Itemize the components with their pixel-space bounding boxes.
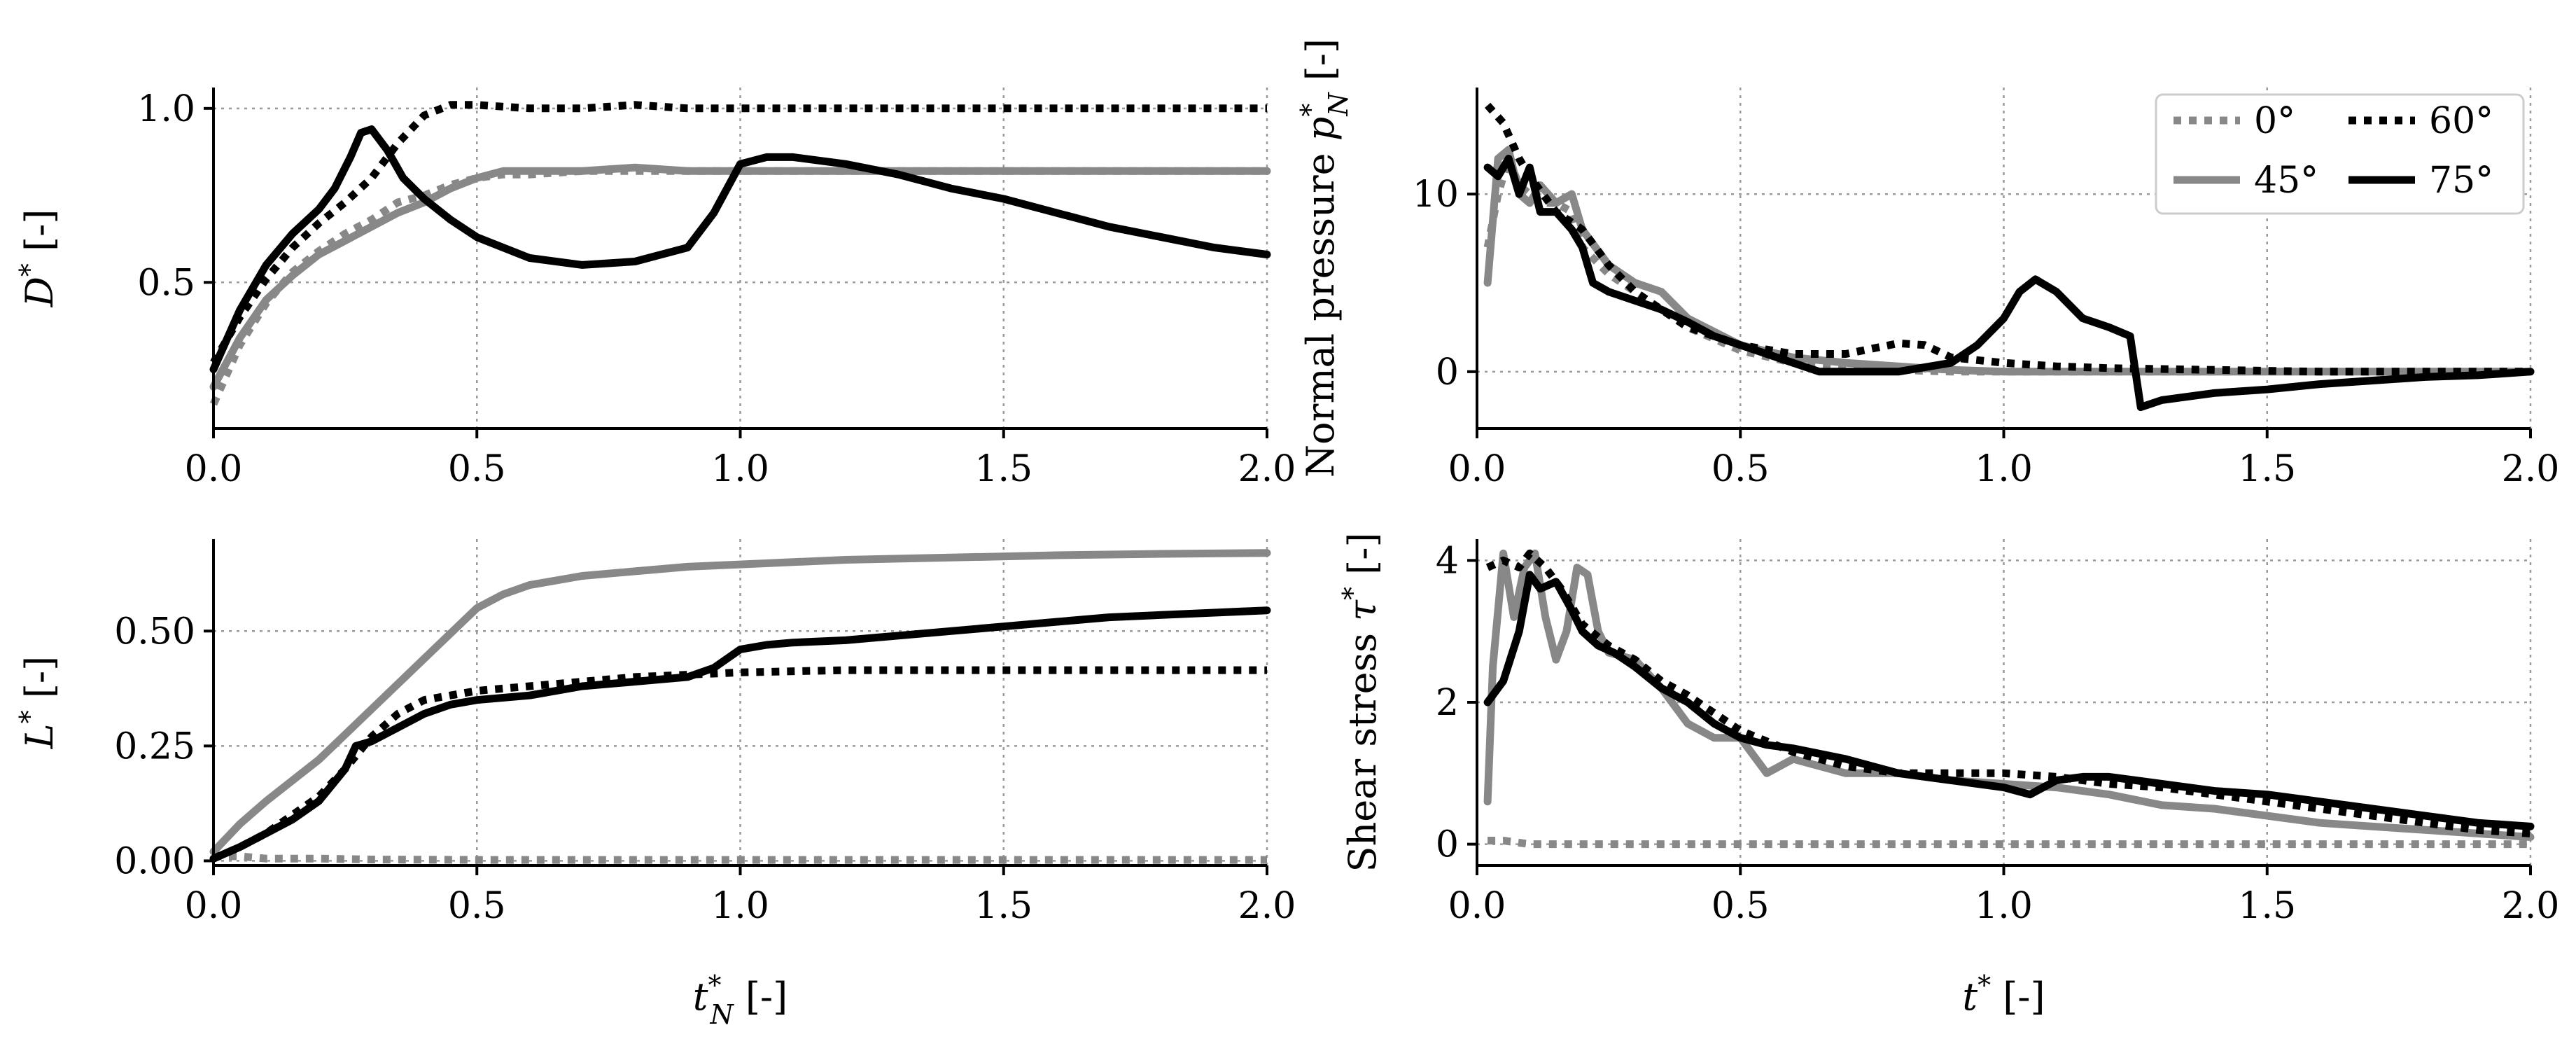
y-tick-label: 1.0	[137, 88, 195, 130]
panel-normal-pressure: 0.0 0.5 1.0 1.5 2.0 0 10 Normal pressure p*N [-…	[1295, 39, 2559, 490]
series-line-s45	[1483, 146, 2535, 376]
x-axis-title-sup: *	[708, 970, 721, 1001]
y-tick-label: 10	[1413, 174, 1459, 216]
series-line-s60	[1484, 102, 2530, 376]
y-tick-label: 4	[1436, 540, 1459, 582]
x-tick-label: 0.0	[1448, 885, 1506, 927]
series-line-s45	[209, 163, 1271, 391]
x-tick-label: 0.5	[1712, 885, 1770, 927]
panel-drag: 0.0 0.5 1.0 1.5 2.0 0.5 1.0 D* [-]	[14, 88, 1296, 490]
y-axis-title-symbol: p	[1298, 117, 1343, 141]
series-line-s60	[1485, 549, 2531, 837]
y-tick-label: 0.00	[114, 840, 195, 882]
y-axis-title-sup: *	[14, 710, 45, 723]
y-axis-title-tail: [-]	[1340, 532, 1385, 587]
legend-label-s45: 45°	[2254, 160, 2318, 202]
series-line-s75	[1483, 155, 2535, 412]
x-tick-label: 0.5	[448, 885, 506, 927]
y-axis-title-tail: [-]	[1298, 39, 1343, 93]
y-axis-title-words: Shear stress	[1340, 621, 1385, 872]
x-tick-label: 2.0	[1238, 885, 1296, 927]
x-axis-title-tail: [-]	[1991, 975, 2045, 1019]
legend-label-s75: 75°	[2429, 160, 2493, 202]
series-line-s45	[1483, 549, 2535, 841]
x-tick-label: 1.5	[974, 448, 1032, 490]
y-axis-title-main: L	[18, 723, 62, 749]
y-axis-title-words: Normal pressure	[1298, 141, 1343, 478]
x-axis-title: t* N [-]	[693, 970, 788, 1030]
y-axis-title-sup: *	[1295, 104, 1326, 117]
x-axis-title-main: t	[1962, 975, 1977, 1019]
x-tick-label: 2.0	[1238, 448, 1296, 490]
series-line-s75	[209, 606, 1271, 863]
x-tick-label: 0.0	[1448, 448, 1506, 490]
x-tick-label: 0.0	[185, 885, 243, 927]
series-line-s60	[210, 101, 1267, 365]
y-axis-title-tail: [-]	[18, 209, 62, 264]
y-axis-title-main: D	[18, 277, 62, 307]
x-tick-label: 1.5	[974, 885, 1032, 927]
x-axis-title: t* [-]	[1962, 970, 2045, 1019]
y-axis-title: Shear stress τ* [-]	[1337, 532, 1385, 872]
series-line-s0	[214, 852, 1267, 864]
x-tick-label: 0.0	[185, 448, 243, 490]
y-tick-label: 0.25	[114, 725, 195, 767]
y-axis-title-tail: [-]	[18, 656, 62, 711]
series-line-s0	[209, 167, 1267, 406]
x-tick-label: 0.5	[1712, 448, 1770, 490]
y-axis-title: L* [-]	[14, 656, 62, 749]
y-tick-label: 0	[1436, 352, 1459, 394]
x-axis-title-tail: [-]	[734, 975, 788, 1019]
y-tick-label: 0.50	[114, 611, 195, 653]
legend-label-s0: 0°	[2254, 100, 2295, 142]
series-line-s0	[1488, 837, 2530, 849]
y-tick-label: 2	[1436, 682, 1459, 724]
x-tick-label: 1.0	[1975, 448, 2033, 490]
y-axis-title-sub: N	[1323, 92, 1354, 117]
x-tick-label: 1.5	[2238, 885, 2296, 927]
legend-label-s60: 60°	[2429, 100, 2493, 142]
y-axis-title-symbol: τ	[1340, 599, 1385, 621]
y-axis-title: D* [-]	[14, 209, 62, 308]
x-axis-title-sub: N	[709, 999, 734, 1030]
y-tick-label: 0	[1436, 824, 1459, 866]
y-axis-title-sup: *	[1337, 587, 1368, 600]
y-tick-label: 0.5	[137, 262, 195, 304]
x-tick-label: 0.5	[448, 448, 506, 490]
x-tick-label: 1.0	[711, 448, 769, 490]
x-tick-label: 2.0	[2502, 885, 2560, 927]
x-axis-title-sup: *	[1977, 970, 1991, 1001]
x-tick-label: 1.5	[2238, 448, 2296, 490]
x-axis-title-main: t	[693, 975, 708, 1019]
legend-box	[2155, 93, 2525, 215]
y-axis-title: Normal pressure p*N [-]	[1295, 39, 1354, 478]
legend: 0° 60° 45° 75°	[2155, 93, 2525, 215]
y-axis-title-sup: *	[14, 263, 45, 277]
x-tick-label: 1.0	[1975, 885, 2033, 927]
x-tick-label: 2.0	[2502, 448, 2560, 490]
series-line-s45	[209, 549, 1271, 856]
series-line-s75	[209, 125, 1271, 373]
series-line-s75	[1483, 571, 2535, 830]
panel-lift: 0.0 0.5 1.0 1.5 2.00.000.250.50L* [-]t* N [-]	[14, 539, 1296, 1030]
x-tick-label: 1.0	[711, 885, 769, 927]
